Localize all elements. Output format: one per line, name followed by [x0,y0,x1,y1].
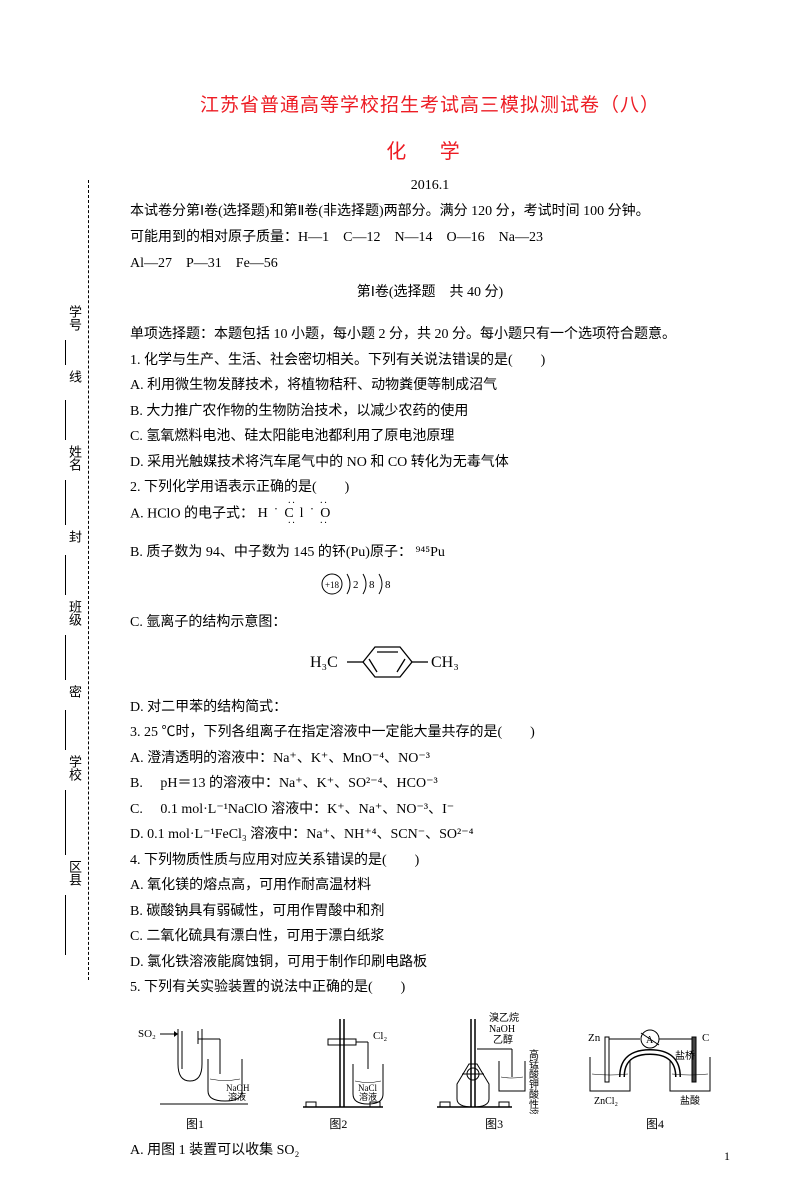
svg-text:乙醇: 乙醇 [493,1033,513,1046]
q2-c-figure: +18 2 8 8 [0,569,730,609]
q1-stem: 1. 化学与生产、生活、社会密切相关。下列有关说法错误的是( ) [130,349,730,374]
margin-underline [65,710,66,750]
instructions: 单项选择题：本题包括 10 小题，每小题 2 分，共 20 分。每小题只有一个选… [130,323,730,348]
figure-2: Cl₂ NaCl 溶液 图2 [268,1009,408,1135]
svg-text:溶液: 溶液 [359,1091,377,1102]
figure-4: Zn A C 盐桥 ZnCl₂ 盐酸 [580,1019,730,1135]
margin-label-mi: 密 [65,685,84,698]
para-xylene-icon: H₃C CH₃ [305,639,505,684]
margin-label-xingming: 姓名 [65,445,84,471]
q1-d: D. 采用光触媒技术将汽车尾气中的 NO 和 CO 转化为无毒气体 [130,451,730,476]
q1-c: C. 氢氧燃料电池、硅太阳能电池都利用了原电池原理 [130,425,730,450]
margin-underline [65,480,66,525]
margin-label-feng: 封 [65,530,84,543]
q2-stem: 2. 下列化学用语表示正确的是( ) [130,476,730,501]
q3-d: D. 0.1 mol·L⁻¹FeCl₃ 溶液中：Na⁺、NH⁺⁴、SCN⁻、SO… [130,823,730,848]
q4-a: A. 氧化镁的熔点高，可用作耐高温材料 [130,874,730,899]
intro-line-2: 可能用到的相对原子质量：H—1 C—12 N—14 O—16 Na—23 [130,226,730,250]
margin-label-xuexiao: 学校 [65,755,84,781]
svg-text:CH₃: CH₃ [431,654,459,671]
figure-2-label: 图2 [268,1114,408,1135]
q3-stem: 3. 25 ℃时，下列各组离子在指定溶液中一定能大量共存的是( ) [130,721,730,746]
svg-text:溶液: 溶液 [228,1091,246,1102]
intro-line-1: 本试卷分第Ⅰ卷(选择题)和第Ⅱ卷(非选择题)两部分。满分 120 分，考试时间 … [130,200,730,224]
margin-label-banji: 班级 [65,600,84,626]
q5-stem: 5. 下列有关实验装置的说法中正确的是( ) [130,976,730,1001]
svg-text:ZnCl₂: ZnCl₂ [594,1096,618,1107]
q4-b: B. 碳酸钠具有弱碱性，可用作胃酸中和剂 [130,900,730,925]
apparatus-1-icon: SO₂ NaOH 溶液 [130,1019,260,1114]
margin-label-xuehao: 学号 [65,305,84,331]
exam-body: 单项选择题：本题包括 10 小题，每小题 2 分，共 20 分。每小题只有一个选… [130,323,730,1163]
margin-underline [65,555,66,595]
svg-text:+18: +18 [325,580,340,590]
svg-text:SO₂: SO₂ [138,1028,156,1040]
svg-text:盐桥: 盐桥 [675,1049,695,1062]
q2-d: D. 对二甲苯的结构简式： [130,696,730,721]
section-1-header: 第Ⅰ卷(选择题 共 40 分) [130,281,730,301]
q3-b: B. pH＝13 的溶液中：Na⁺、K⁺、SO²⁻⁴、HCO⁻³ [130,772,730,797]
q1-a: A. 利用微生物发酵技术，将植物秸秆、动物粪便等制成沼气 [130,374,730,399]
svg-text:8: 8 [385,579,391,591]
figure-3: 溴乙烷 NaOH 乙醇 高锰酸钾酸性溶液 图3 [417,1009,572,1135]
margin-underline [65,635,66,680]
figure-1-label: 图1 [130,1114,260,1135]
figure-3-label: 图3 [417,1114,572,1135]
svg-text:2: 2 [353,579,359,591]
q2-a: A. HClO 的电子式： ···· H˙Cl˙O ···· [130,502,730,527]
q4-d: D. 氯化铁溶液能腐蚀铜，可用于制作印刷电路板 [130,951,730,976]
figure-4-label: 图4 [580,1114,730,1135]
q3-a: A. 澄清透明的溶液中：Na⁺、K⁺、MnO⁻⁴、NO⁻³ [130,747,730,772]
hclo-lewis: ···· H˙Cl˙O ···· [258,502,337,527]
q2-c: C. 氩离子的结构示意图： [130,611,730,636]
q4-stem: 4. 下列物质性质与应用对应关系错误的是( ) [130,849,730,874]
svg-text:8: 8 [369,579,375,591]
apparatus-3-icon: 溴乙烷 NaOH 乙醇 高锰酸钾酸性溶液 [417,1009,572,1114]
page-container: 学号 线 姓名 封 班级 密 学校 区县 江苏省普通高等学校招生考试高三模拟测试… [0,0,800,1184]
svg-text:Cl₂: Cl₂ [373,1030,387,1042]
subject-title: 化 学 [130,135,730,164]
svg-text:溴乙烷: 溴乙烷 [489,1011,519,1024]
apparatus-4-icon: Zn A C 盐桥 ZnCl₂ 盐酸 [580,1019,730,1114]
margin-underline [65,340,66,365]
exam-date: 2016.1 [130,178,730,194]
svg-text:高锰酸钾酸性溶液: 高锰酸钾酸性溶液 [526,1048,538,1114]
apparatus-figures: SO₂ NaOH 溶液 图1 [130,1009,730,1135]
svg-text:C: C [702,1032,709,1044]
q1-b: B. 大力推广农作物的生物防治技术，以减少农药的使用 [130,400,730,425]
margin-underline [65,400,66,440]
margin-dashed-line [88,180,89,980]
q2-a-text: A. HClO 的电子式： [130,506,254,521]
apparatus-2-icon: Cl₂ NaCl 溶液 [268,1009,408,1114]
q4-c: C. 二氧化硫具有漂白性，可用于漂白纸浆 [130,925,730,950]
page-number: 1 [724,1149,730,1164]
intro-line-3: Al—27 P—31 Fe—56 [130,252,730,276]
q3-c: C. 0.1 mol·L⁻¹NaClO 溶液中：K⁺、Na⁺、NO⁻³、I⁻ [130,798,730,823]
argon-diagram-icon: +18 2 8 8 [317,569,403,599]
margin-label-xian: 线 [65,370,84,383]
q5-a: A. 用图 1 装置可以收集 SO₂ [130,1139,730,1164]
q2-b-text: B. 质子数为 94、中子数为 145 的钚(Pu)原子： [130,545,412,560]
q2-b: B. 质子数为 94、中子数为 145 的钚(Pu)原子： ⁹⁴⁵Pu [130,541,730,566]
figure-1: SO₂ NaOH 溶液 图1 [130,1019,260,1135]
svg-text:H₃C: H₃C [310,654,338,671]
q2-d-figure: H₃C CH₃ [80,639,730,694]
margin-underline [65,895,66,955]
exam-title: 江苏省普通高等学校招生考试高三模拟测试卷（八） [130,90,730,117]
svg-text:盐酸: 盐酸 [680,1094,700,1107]
svg-text:Zn: Zn [588,1032,601,1044]
margin-underline [65,790,66,855]
q2-b-isotope: ⁹⁴⁵Pu [415,545,444,560]
margin-label-quxian: 区县 [65,860,84,886]
svg-text:NaOH: NaOH [489,1024,515,1035]
